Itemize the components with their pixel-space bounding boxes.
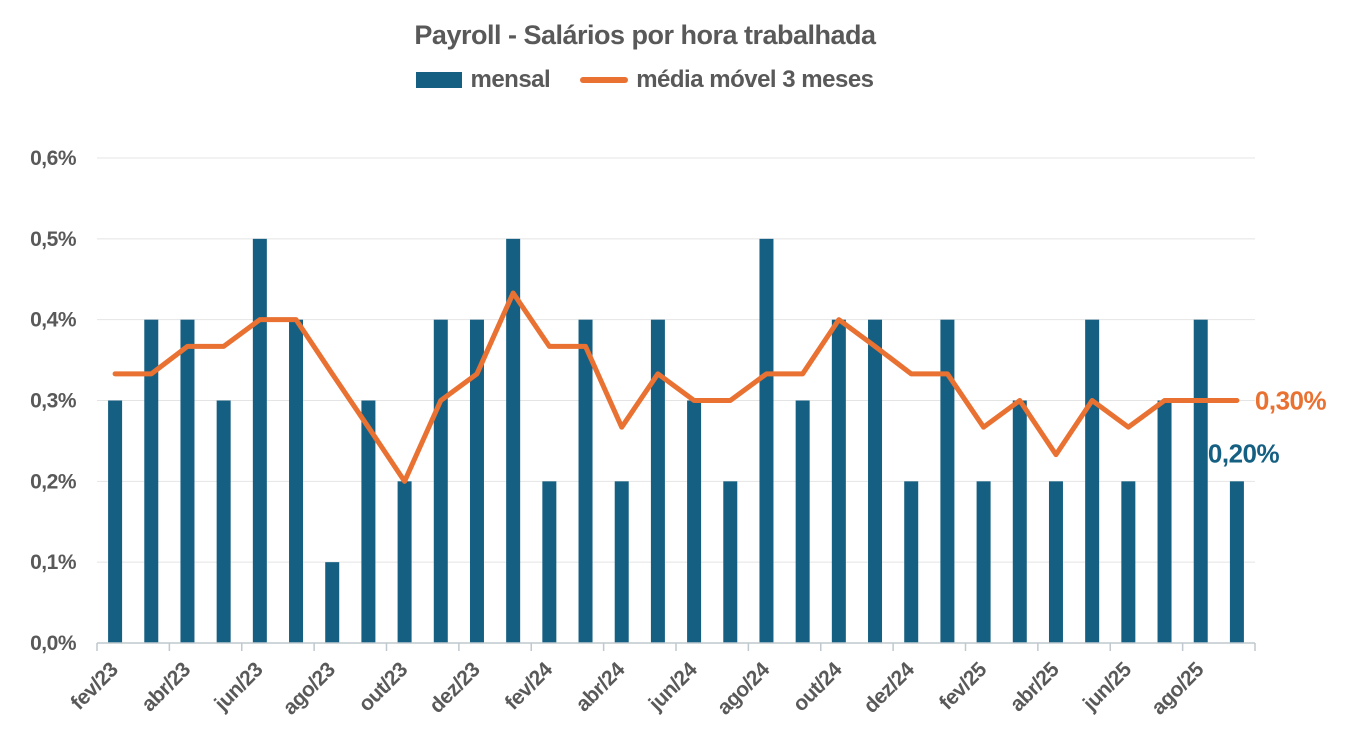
- bar-nov/23: [433, 319, 448, 643]
- bar-ago/24: [759, 238, 774, 644]
- bar-mar/25: [1012, 400, 1027, 643]
- bar-nov/24: [868, 319, 883, 643]
- bar-fev/23: [108, 400, 123, 643]
- x-axis-label: jun/25: [1078, 658, 1136, 716]
- x-axis-label: out/23: [354, 658, 412, 716]
- y-axis-label: 0,6%: [30, 147, 77, 170]
- y-axis-label: 0,3%: [30, 390, 77, 413]
- x-axis-label: fev/25: [935, 658, 992, 715]
- bar-out/24: [831, 319, 846, 643]
- bar-dez/24: [904, 481, 919, 643]
- bar-jun/24: [687, 400, 702, 643]
- x-axis-label: dez/24: [859, 658, 919, 718]
- bar-jan/25: [940, 319, 955, 643]
- bar-mar/24: [578, 319, 593, 643]
- x-axis-label: ago/24: [713, 658, 775, 720]
- y-axis-label: 0,2%: [30, 470, 77, 493]
- x-axis-label: jun/24: [644, 658, 702, 716]
- legend-item-media-movel: média móvel 3 meses: [580, 66, 874, 94]
- line-end-value-label: 0,30%: [1255, 386, 1327, 416]
- bar-fev/24: [542, 481, 557, 643]
- y-axis-label: 0,1%: [30, 551, 77, 574]
- bar-ago/25: [1193, 319, 1208, 643]
- x-axis-label: dez/23: [425, 658, 485, 718]
- moving-average-line: [112, 290, 1240, 484]
- y-axis-label: 0,0%: [30, 632, 77, 655]
- y-axis-label: 0,4%: [30, 309, 77, 332]
- bar-jul/25: [1157, 400, 1172, 643]
- x-axis-label: abr/24: [571, 658, 629, 716]
- bar-mai/25: [1085, 319, 1100, 643]
- x-axis-label: fev/23: [66, 658, 122, 714]
- bar-set/23: [361, 400, 376, 643]
- bar-out/23: [397, 481, 412, 643]
- x-axis-label: abr/25: [1006, 658, 1064, 716]
- bar-jan/24: [506, 238, 521, 644]
- bar-dez/23: [469, 319, 484, 643]
- x-axis-label: ago/23: [279, 658, 340, 719]
- bar-mar/23: [144, 319, 159, 643]
- chart-legend: mensal média móvel 3 meses: [0, 66, 1290, 94]
- legend-item-mensal: mensal: [416, 66, 551, 94]
- legend-label-media-movel: média móvel 3 meses: [636, 66, 874, 93]
- chart-title: Payroll - Salários por hora trabalhada: [414, 20, 876, 50]
- x-axis-label: fev/24: [501, 658, 558, 715]
- legend-bar-swatch-icon: [416, 72, 463, 88]
- x-axis-label: out/24: [789, 658, 847, 716]
- y-axis-label: 0,5%: [30, 228, 77, 251]
- bar-end-value-label: 0,20%: [1208, 439, 1280, 469]
- bar-jul/24: [723, 481, 738, 643]
- x-axis-label: jun/23: [210, 658, 268, 716]
- bar-set/25: [1229, 481, 1244, 643]
- legend-label-mensal: mensal: [470, 66, 551, 93]
- bar-mai/24: [650, 319, 665, 643]
- bar-ago/23: [325, 562, 340, 643]
- bar-abr/24: [614, 481, 629, 643]
- x-axis-label: ago/25: [1147, 658, 1209, 720]
- chart-header: Payroll - Salários por hora trabalhada m…: [0, 0, 1290, 94]
- bar-abr/25: [1048, 481, 1063, 643]
- bar-fev/25: [976, 481, 991, 643]
- legend-line-swatch-icon: [580, 77, 629, 83]
- x-axis-label: abr/23: [137, 658, 195, 716]
- bar-jun/23: [252, 238, 267, 644]
- bar-abr/23: [180, 319, 195, 643]
- bar-jul/23: [289, 319, 304, 643]
- bar-set/24: [795, 400, 810, 643]
- bar-jun/25: [1121, 481, 1136, 643]
- bar-mai/23: [216, 400, 231, 643]
